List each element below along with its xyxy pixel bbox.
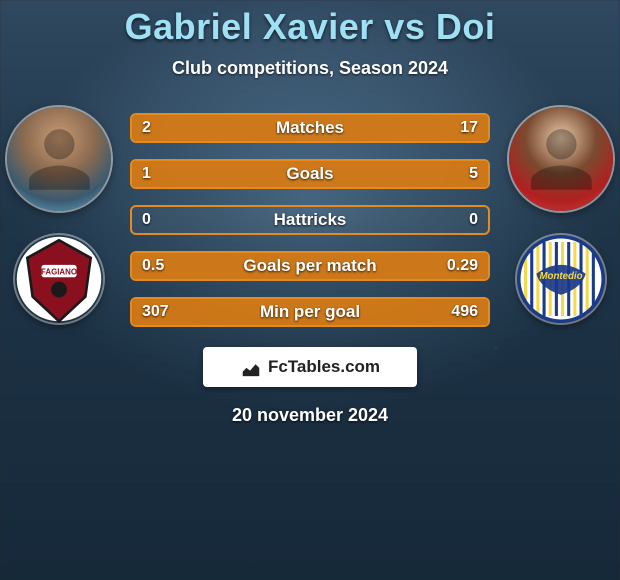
svg-text:Montedio: Montedio bbox=[540, 271, 583, 282]
player-right-avatar bbox=[509, 107, 613, 211]
player-right-club-badge: Montedio bbox=[517, 235, 605, 323]
person-icon bbox=[525, 123, 598, 196]
player-left-avatar bbox=[7, 107, 111, 211]
stat-bar: 217Matches bbox=[130, 113, 490, 143]
branding-badge: FcTables.com bbox=[203, 347, 417, 387]
person-icon bbox=[23, 123, 96, 196]
stat-label: Goals bbox=[132, 164, 488, 184]
comparison-card: Gabriel Xavier vs Doi Club competitions,… bbox=[0, 0, 620, 580]
stat-bars: 217Matches 15Goals 00Hattricks 0.50.29Goals… bbox=[130, 107, 490, 327]
branding-text: FcTables.com bbox=[268, 357, 380, 377]
player-left-club-badge: FAGIANO bbox=[15, 235, 103, 323]
stat-bar: 00Hattricks bbox=[130, 205, 490, 235]
page-title: Gabriel Xavier vs Doi bbox=[0, 6, 620, 48]
left-side: FAGIANO bbox=[6, 107, 112, 323]
stat-bar: 15Goals bbox=[130, 159, 490, 189]
stat-label: Goals per match bbox=[132, 256, 488, 276]
svg-text:FAGIANO: FAGIANO bbox=[41, 268, 77, 277]
stat-label: Matches bbox=[132, 118, 488, 138]
stat-bar: 0.50.29Goals per match bbox=[130, 251, 490, 281]
right-side: Montedio bbox=[508, 107, 614, 323]
page-subtitle: Club competitions, Season 2024 bbox=[0, 58, 620, 79]
stat-bar: 307496Min per goal bbox=[130, 297, 490, 327]
stat-label: Min per goal bbox=[132, 302, 488, 322]
comparison-date: 20 november 2024 bbox=[0, 405, 620, 426]
stat-label: Hattricks bbox=[132, 210, 488, 230]
chart-icon bbox=[240, 356, 262, 378]
comparison-content: FAGIANO 217Matches 15Goals 00Hattricks 0.50… bbox=[0, 107, 620, 327]
